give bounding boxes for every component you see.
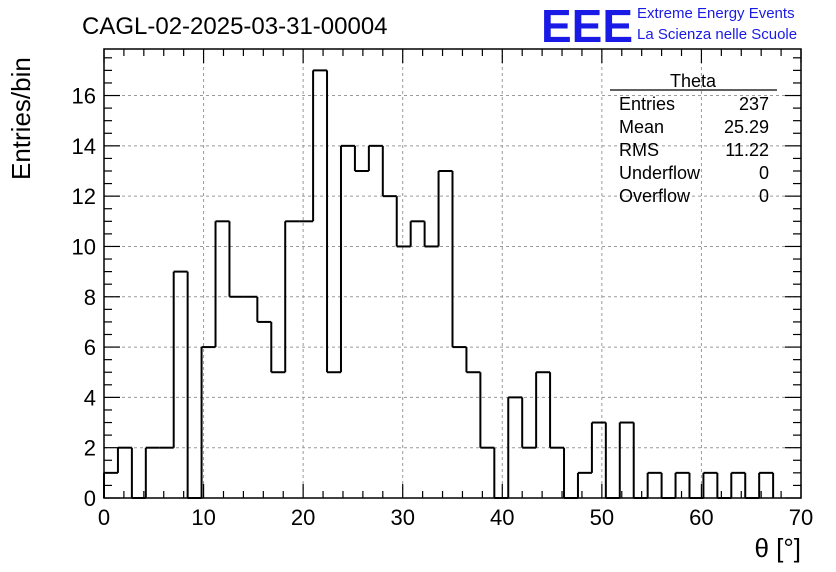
- logo-line-2: La Scienza nelle Scuole: [637, 26, 797, 43]
- stats-row-label: Mean: [619, 117, 664, 137]
- eee-logo-mark: EEE: [541, 0, 633, 52]
- histogram-bin: [466, 371, 482, 448]
- histogram-bin: [340, 144, 356, 171]
- histogram-bin: [577, 422, 593, 474]
- chart-title: CAGL-02-2025-03-31-00004: [82, 13, 388, 40]
- stats-row-label: Overflow: [619, 186, 691, 206]
- stats-row-value: 237: [739, 94, 769, 114]
- stats-row: Underflow 0: [619, 163, 769, 183]
- y-tick-label: 16: [72, 84, 96, 109]
- histogram-bin: [731, 471, 747, 498]
- y-tick-label: 14: [72, 134, 96, 159]
- histogram-bin: [243, 295, 259, 322]
- histogram-bin: [382, 195, 398, 247]
- y-tick-label: 4: [84, 385, 96, 410]
- histogram-bin: [550, 446, 566, 498]
- histogram-bin: [257, 320, 273, 373]
- histogram-bin: [396, 221, 412, 248]
- histogram-bin: [675, 471, 691, 498]
- tick-labels: 0 10 20 30 40 50 60 70 0 2 4 6 8 10 12 14 16: [72, 84, 814, 530]
- stats-row-label: RMS: [619, 140, 659, 160]
- y-axis-label: Entries/bin: [6, 57, 36, 180]
- histogram-bin: [159, 271, 175, 449]
- stats-row: Entries 237: [619, 94, 769, 114]
- x-tick-label: 70: [789, 505, 813, 530]
- histogram-bin: [591, 421, 607, 498]
- logo-line-1: Extreme Energy Events: [637, 5, 795, 22]
- x-tick-label: 0: [98, 505, 110, 530]
- grid: [104, 49, 801, 498]
- histogram-bin: [327, 145, 342, 374]
- x-tick-label: 30: [390, 505, 414, 530]
- histogram-bin: [368, 144, 384, 197]
- x-axis-label: θ [°]: [754, 533, 801, 563]
- axes: [103, 48, 802, 499]
- histogram-bin: [299, 70, 315, 223]
- x-tick-label: 40: [490, 505, 514, 530]
- histogram-bin: [313, 69, 329, 373]
- y-tick-label: 8: [84, 285, 96, 310]
- stats-row-value: 0: [759, 163, 769, 183]
- y-tick-label: 10: [72, 234, 96, 259]
- stats-row: Overflow 0: [619, 186, 769, 206]
- histogram-bin: [703, 471, 719, 498]
- y-tick-label: 0: [84, 486, 96, 511]
- histogram-bin: [215, 220, 231, 297]
- histogram-bin: [117, 446, 133, 498]
- histogram-bin: [410, 220, 426, 247]
- stats-row: RMS 11.22: [619, 140, 769, 160]
- histogram-bin: [424, 170, 440, 248]
- x-tick-label: 60: [689, 505, 713, 530]
- stats-row-value: 25.29: [724, 117, 769, 137]
- histogram-bin: [619, 421, 635, 498]
- eee-logo: EEE Extreme Energy Events La Scienza nel…: [541, 0, 797, 52]
- y-tick-label: 6: [84, 335, 96, 360]
- histogram-bin: [452, 346, 468, 373]
- histogram-bin: [438, 169, 454, 348]
- x-tick-label: 10: [191, 505, 215, 530]
- stats-row-value: 11.22: [725, 140, 769, 160]
- histogram-bin: [271, 221, 287, 374]
- histogram-bin: [508, 396, 524, 448]
- stats-row-value: 0: [759, 186, 769, 206]
- y-tick-label: 2: [84, 436, 96, 461]
- histogram-bin: [759, 471, 775, 498]
- histogram-bin: [173, 270, 189, 498]
- stats-row-label: Underflow: [619, 163, 701, 183]
- stats-box: Theta Entries 237 Mean 25.29 RMS 11.22 Underfl…: [610, 71, 777, 206]
- stats-row-label: Entries: [619, 94, 675, 114]
- histogram-bin: [522, 372, 538, 449]
- plot-frame: [103, 48, 802, 499]
- y-tick-label: 12: [72, 184, 96, 209]
- histogram-bin: [201, 221, 217, 349]
- stats-row: Mean 25.29: [619, 117, 769, 137]
- x-tick-label: 20: [291, 505, 315, 530]
- histogram-bin: [536, 371, 552, 448]
- histogram-bin: [354, 145, 370, 172]
- histogram-bin: [480, 446, 496, 498]
- x-tick-label: 50: [590, 505, 614, 530]
- stats-title: Theta: [670, 71, 717, 91]
